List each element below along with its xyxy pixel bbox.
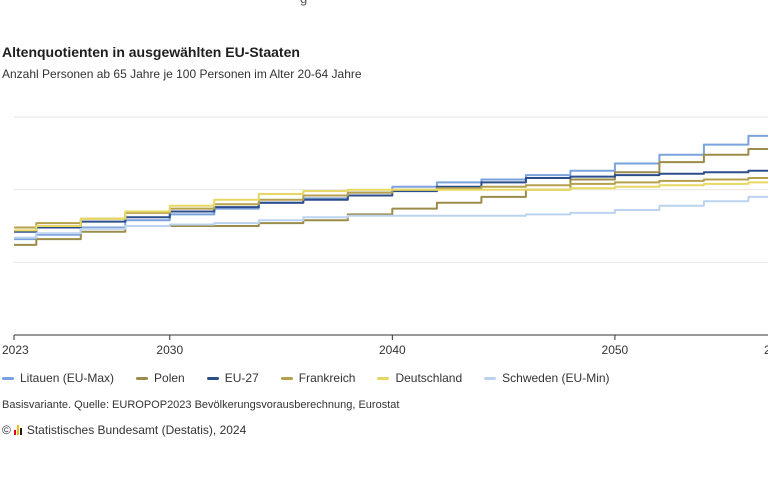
legend-label: Deutschland <box>395 371 463 385</box>
legend-item[interactable]: Deutschland <box>377 371 462 385</box>
chart-title: Altenquotienten in ausgewählten EU-Staat… <box>2 44 300 60</box>
series-line-eu-27 <box>14 169 768 233</box>
chart-legend: Litauen (EU-Max) Polen EU-27 Frankreich Deut… <box>2 371 632 385</box>
legend-label: EU-27 <box>224 371 259 385</box>
copyright-text: Statistisches Bundesamt (Destatis), 2024 <box>26 423 247 437</box>
x-tick-label: 2030 <box>156 343 183 357</box>
legend-item[interactable]: Polen <box>136 371 185 385</box>
x-tick-label: 2 <box>764 343 768 357</box>
legend-item[interactable]: EU-27 <box>206 371 259 385</box>
series-line-frankreich <box>14 177 768 229</box>
x-tick-label: 2040 <box>379 343 406 357</box>
cut-off-heading: g <box>300 0 307 6</box>
legend-label: Litauen (EU-Max) <box>20 371 115 385</box>
legend-item[interactable]: Frankreich <box>280 371 356 385</box>
series-line-litauen-eu-max <box>14 134 768 241</box>
legend-swatch <box>377 376 390 380</box>
x-tick-label: 2050 <box>602 343 629 357</box>
copyright-symbol: © <box>2 423 11 437</box>
legend-swatch <box>206 376 219 380</box>
legend-label: Schweden (EU-Min) <box>502 371 610 385</box>
legend-swatch <box>484 376 497 380</box>
legend-label: Polen <box>154 371 185 385</box>
legend-swatch <box>280 376 293 380</box>
legend-label: Frankreich <box>298 371 356 385</box>
x-tick-label: 2023 <box>2 343 29 357</box>
legend-item[interactable]: Litauen (EU-Max) <box>2 371 114 385</box>
source-note: Basisvariante. Quelle: EUROPOP2023 Bevöl… <box>2 399 400 411</box>
legend-swatch <box>2 376 14 380</box>
series-line-schweden-eu-min <box>14 195 768 239</box>
legend-swatch <box>136 376 149 380</box>
legend-item[interactable]: Schweden (EU-Min) <box>484 371 610 385</box>
destatis-logo-icon <box>13 425 23 435</box>
copyright-line: © Statistisches Bundesamt (Destatis), 20… <box>2 423 246 437</box>
series-line-deutschland <box>14 181 768 232</box>
chart-subtitle: Anzahl Personen ab 65 Jahre je 100 Perso… <box>2 67 362 81</box>
